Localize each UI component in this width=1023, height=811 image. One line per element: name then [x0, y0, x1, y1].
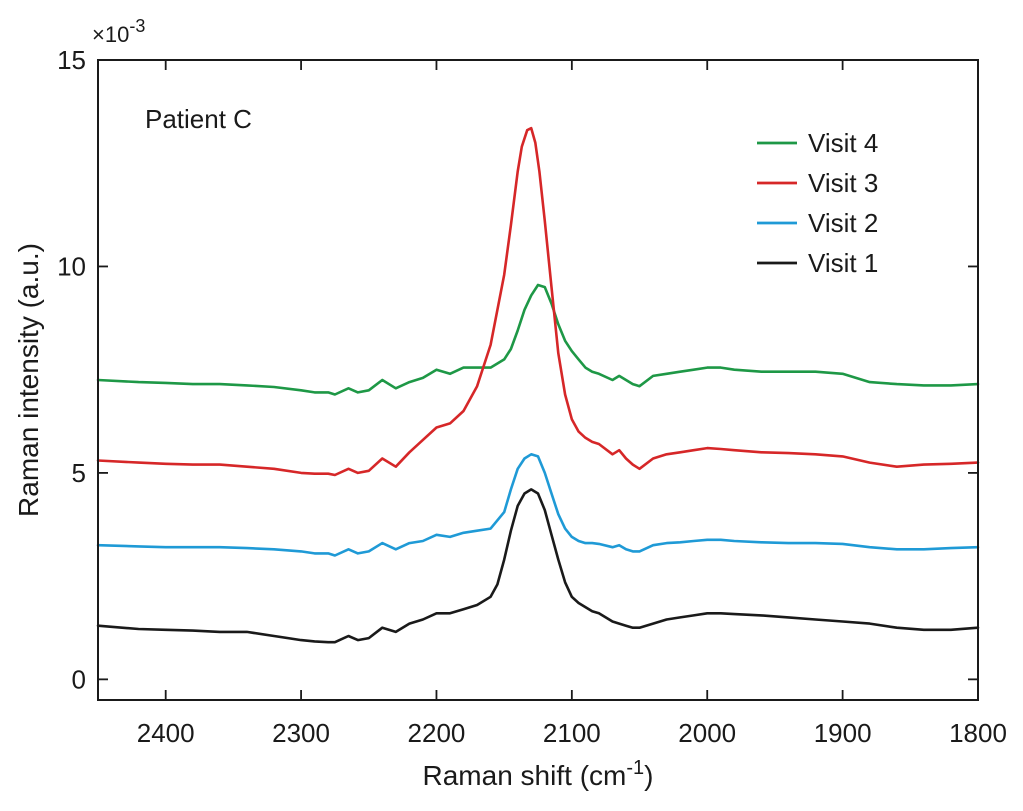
y-axis-label: Raman intensity (a.u.) — [13, 243, 44, 517]
x-axis-label: Raman shift (cm-1) — [423, 757, 654, 791]
series-line-visit-4 — [96, 283, 980, 396]
legend-label: Visit 1 — [808, 248, 878, 278]
series-line-visit-3 — [96, 126, 980, 477]
y-tick-label: 5 — [72, 458, 86, 488]
x-label-suffix: ) — [644, 760, 653, 791]
y-exponent-power: -3 — [129, 16, 145, 36]
plot-frame — [97, 59, 979, 701]
legend-label: Visit 2 — [808, 208, 878, 238]
y-axis-exponent: ×10-3 — [92, 16, 145, 47]
x-tick-label: 1900 — [814, 718, 872, 748]
legend: Visit 4 Visit 3 Visit 2 Visit 1 — [757, 128, 878, 278]
legend-label: Visit 4 — [808, 128, 878, 158]
x-tick-label: 2400 — [137, 718, 195, 748]
series-line-visit-2 — [96, 452, 980, 557]
plot-area — [96, 126, 980, 644]
x-label-text: Raman shift (cm — [423, 760, 627, 791]
x-tick-label: 2000 — [678, 718, 736, 748]
x-tick-label: 2300 — [272, 718, 330, 748]
y-tick-label: 10 — [57, 251, 86, 281]
series-line-visit-1 — [96, 488, 980, 644]
x-tick-label: 2200 — [408, 718, 466, 748]
y-exponent-base: ×10 — [92, 22, 129, 47]
x-tick-label: 2100 — [543, 718, 601, 748]
legend-label: Visit 3 — [808, 168, 878, 198]
y-tick-label: 15 — [57, 45, 86, 75]
axes: 2400 2300 2200 2100 2000 1900 1800 0 5 10 15 — [57, 45, 1007, 748]
patient-annotation: Patient C — [145, 104, 252, 134]
x-label-superscript: -1 — [626, 757, 644, 779]
y-tick-label: 0 — [72, 664, 86, 694]
x-tick-label: 1800 — [949, 718, 1007, 748]
